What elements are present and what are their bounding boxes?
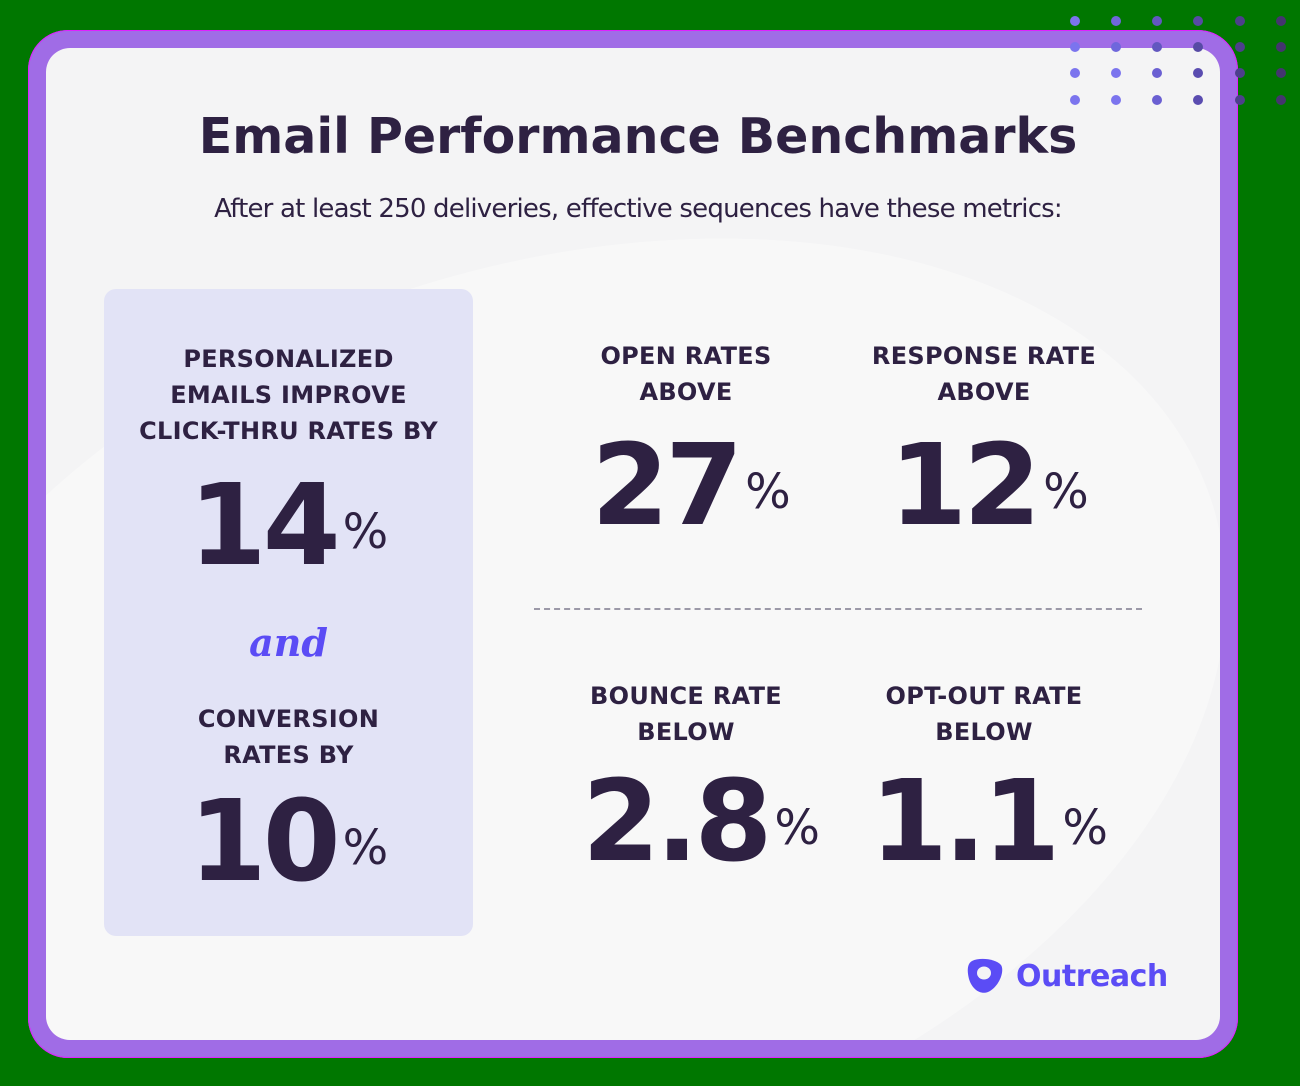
label-line: OPT-OUT RATE — [885, 682, 1083, 710]
page-title: Email Performance Benchmarks — [198, 108, 1078, 165]
stat-number: 27 — [591, 421, 743, 551]
brand-name: Outreach — [1016, 958, 1168, 994]
bounce-rate-label: BOUNCE RATE BELOW — [556, 678, 816, 750]
percent-sign: % — [342, 820, 389, 876]
open-rate-value: 27% — [556, 430, 826, 542]
label-line: BELOW — [935, 718, 1033, 746]
percent-sign: % — [1062, 800, 1108, 856]
click-thru-label: PERSONALIZED EMAILS IMPROVE CLICK-THRU R… — [104, 341, 473, 449]
percent-sign: % — [774, 800, 820, 856]
outreach-logo-icon — [967, 958, 1003, 993]
label-line: BOUNCE RATE — [590, 682, 782, 710]
personalization-panel — [104, 289, 473, 936]
label-line: CONVERSION — [197, 705, 380, 733]
percent-sign: % — [342, 504, 389, 560]
stat-number: 2.8 — [581, 757, 772, 887]
conversion-value: 10% — [104, 786, 473, 898]
open-rate-label: OPEN RATES ABOVE — [556, 338, 816, 410]
bounce-rate-value: 2.8% — [546, 766, 856, 878]
label-line: ABOVE — [639, 378, 733, 406]
label-line: PERSONALIZED — [183, 345, 394, 373]
dot-grid-decoration — [1070, 16, 1286, 105]
response-rate-label: RESPONSE RATE ABOVE — [854, 338, 1114, 410]
click-thru-value: 14% — [104, 470, 473, 582]
stat-number: 1.1 — [869, 757, 1060, 887]
percent-sign: % — [1043, 464, 1089, 520]
label-line: EMAILS IMPROVE — [170, 381, 407, 409]
label-line: RATES BY — [223, 741, 354, 769]
percent-sign: % — [745, 464, 791, 520]
label-line: CLICK-THRU RATES BY — [139, 417, 438, 445]
stat-number: 10 — [188, 777, 341, 907]
conversion-label: CONVERSION RATES BY — [104, 701, 473, 773]
label-line: RESPONSE RATE — [871, 342, 1097, 370]
label-line: ABOVE — [937, 378, 1031, 406]
response-rate-value: 12% — [854, 430, 1124, 542]
section-divider — [534, 608, 1142, 610]
outreach-logo: Outreach — [966, 956, 1168, 996]
opt-out-rate-value: 1.1% — [854, 766, 1124, 878]
label-line: OPEN RATES — [600, 342, 772, 370]
page-subtitle: After at least 250 deliveries, effective… — [214, 194, 1063, 224]
stat-number: 14 — [188, 461, 341, 591]
label-line: BELOW — [637, 718, 735, 746]
connector-text: and — [249, 620, 328, 665]
stat-number: 12 — [889, 421, 1041, 551]
opt-out-rate-label: OPT-OUT RATE BELOW — [854, 678, 1114, 750]
